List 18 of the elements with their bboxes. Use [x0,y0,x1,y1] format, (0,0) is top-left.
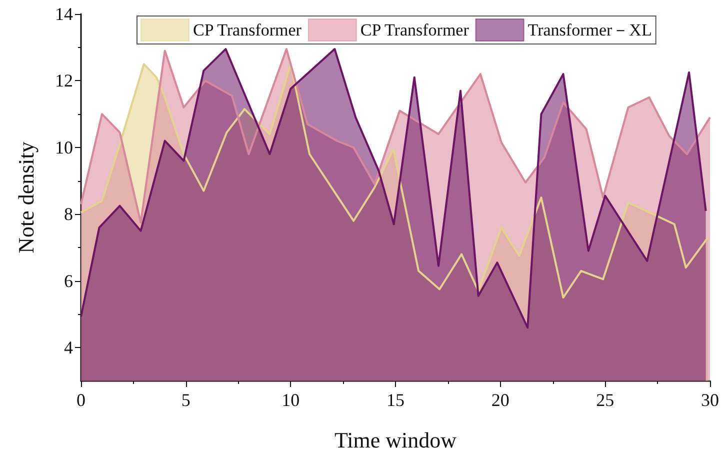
y-tick-label: 14 [55,4,73,24]
x-tick-label: 20 [491,390,510,410]
legend-label: CP Transformer [193,20,302,40]
y-tick-label: 4 [64,338,73,358]
y-tick-label: 12 [55,70,73,91]
x-tick-label: 15 [386,390,404,410]
y-tick-label: 10 [55,137,73,158]
legend-label: Transformer－XL [528,20,652,40]
x-tick-label: 0 [76,390,86,410]
x-tick-label: 30 [701,390,719,410]
x-tick-label: 25 [596,390,614,410]
y-tick-label: 8 [64,204,73,224]
x-tick-label: 5 [181,390,190,410]
x-axis-title: Time window [334,428,457,452]
legend-label: CP Transformer [360,20,470,40]
y-tick-label: 6 [64,270,73,291]
y-axis-title: Note density [14,142,38,254]
x-tick-label: 10 [282,390,300,410]
